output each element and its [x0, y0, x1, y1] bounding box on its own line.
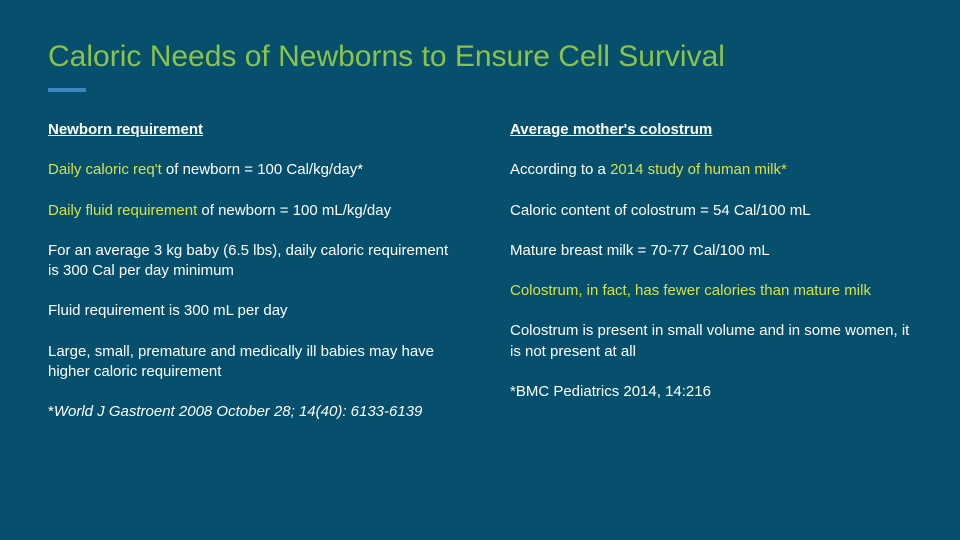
body-text: of newborn = 100 mL/kg/day [197, 202, 391, 219]
right-column: Average mother's colostrum According to … [510, 120, 912, 442]
body-text: According to a [510, 161, 610, 178]
right-heading: Average mother's colostrum [510, 121, 712, 138]
accent-bar [48, 88, 86, 92]
left-heading: Newborn requirement [48, 121, 203, 138]
body-text: of newborn = 100 Cal/kg/day* [162, 161, 363, 178]
left-column: Newborn requirement Daily caloric req't … [48, 120, 450, 442]
right-line-4: Colostrum, in fact, has fewer calories t… [510, 281, 912, 301]
left-line-1: Daily caloric req't of newborn = 100 Cal… [48, 160, 450, 180]
left-line-4: Fluid requirement is 300 mL per day [48, 301, 450, 321]
highlight-text: 2014 study of human milk* [610, 161, 787, 178]
citation-text: World J Gastroent 2008 October 28; 14(40… [54, 403, 423, 420]
right-citation: *BMC Pediatrics 2014, 14:216 [510, 382, 912, 402]
right-line-2: Caloric content of colostrum = 54 Cal/10… [510, 201, 912, 221]
left-line-2: Daily fluid requirement of newborn = 100… [48, 201, 450, 221]
slide-title: Caloric Needs of Newborns to Ensure Cell… [48, 40, 912, 74]
left-line-3: For an average 3 kg baby (6.5 lbs), dail… [48, 241, 450, 282]
slide: Caloric Needs of Newborns to Ensure Cell… [0, 0, 960, 540]
content-columns: Newborn requirement Daily caloric req't … [48, 120, 912, 442]
left-citation: *World J Gastroent 2008 October 28; 14(4… [48, 402, 450, 422]
left-line-5: Large, small, premature and medically il… [48, 342, 450, 383]
highlight-text: Daily caloric req't [48, 161, 162, 178]
right-line-1: According to a 2014 study of human milk* [510, 160, 912, 180]
highlight-text: Daily fluid requirement [48, 202, 197, 219]
right-line-5: Colostrum is present in small volume and… [510, 321, 912, 362]
right-line-3: Mature breast milk = 70-77 Cal/100 mL [510, 241, 912, 261]
